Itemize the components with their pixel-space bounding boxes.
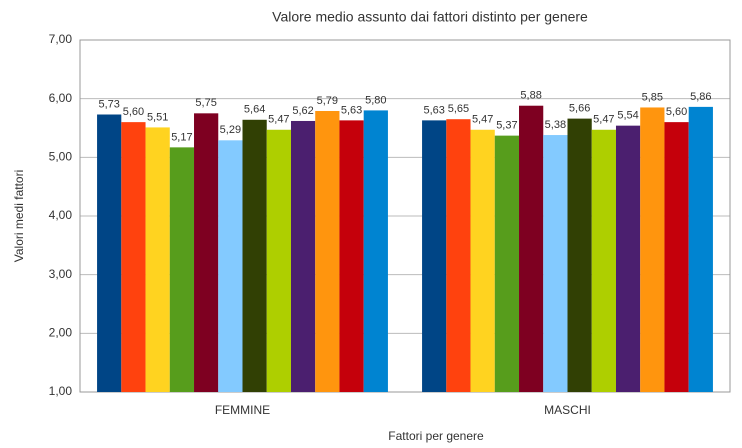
- y-tick-label: 7,00: [49, 32, 73, 46]
- bar: [242, 119, 267, 392]
- bar: [591, 129, 616, 392]
- bar: [543, 135, 568, 393]
- value-label: 5,66: [569, 103, 590, 115]
- x-tick-label: MASCHI: [544, 403, 591, 417]
- bar: [422, 120, 447, 392]
- bar: [640, 107, 665, 392]
- bar: [218, 140, 243, 392]
- value-label: 5,60: [123, 106, 144, 118]
- value-label: 5,73: [98, 98, 119, 110]
- value-label: 5,65: [448, 103, 469, 115]
- value-label: 5,60: [666, 106, 687, 118]
- value-label: 5,88: [520, 90, 541, 102]
- value-label: 5,75: [195, 97, 216, 109]
- value-label: 5,38: [545, 119, 566, 131]
- value-label: 5,37: [496, 120, 517, 132]
- value-label: 5,80: [365, 94, 386, 106]
- y-tick-label: 1,00: [49, 384, 73, 398]
- chart-title: Valore medio assunto dai fattori distint…: [272, 9, 588, 25]
- bar: [315, 110, 340, 392]
- bar: [615, 125, 641, 393]
- x-tick-label: FEMMINE: [215, 403, 270, 417]
- value-label: 5,51: [147, 111, 168, 123]
- y-tick-label: 4,00: [49, 208, 73, 222]
- bar: [446, 119, 471, 392]
- value-label: 5,54: [617, 110, 638, 122]
- bar: [519, 105, 544, 392]
- value-label: 5,47: [268, 114, 289, 126]
- value-label: 5,64: [244, 104, 265, 116]
- value-label: 5,47: [472, 114, 493, 126]
- bar: [290, 120, 316, 393]
- bar: [121, 122, 146, 392]
- bar: [97, 114, 122, 393]
- plot-border: [79, 39, 731, 393]
- bar: [145, 127, 170, 392]
- value-label: 5,79: [317, 95, 338, 107]
- bar: [470, 129, 495, 392]
- value-label: 5,63: [341, 104, 362, 116]
- bar: [494, 135, 520, 393]
- value-label: 5,86: [690, 91, 711, 103]
- value-label: 5,29: [220, 124, 241, 136]
- value-label: 5,47: [593, 114, 614, 126]
- bar: [169, 147, 195, 392]
- value-label: 5,85: [642, 91, 663, 103]
- y-tick-label: 2,00: [49, 326, 73, 340]
- value-label: 5,17: [171, 131, 192, 143]
- y-tick-label: 5,00: [49, 150, 73, 164]
- bar: [194, 113, 219, 392]
- value-label: 5,62: [292, 105, 313, 117]
- bar: [266, 129, 291, 392]
- y-axis-label: Valori medi fattori: [12, 170, 26, 262]
- bar: [567, 118, 592, 392]
- bar: [363, 110, 388, 393]
- y-tick-label: 3,00: [49, 267, 73, 281]
- y-tick-label: 6,00: [49, 91, 73, 105]
- value-label: 5,63: [423, 104, 444, 116]
- bar: [339, 120, 364, 392]
- bar: [688, 106, 713, 392]
- bar: [664, 122, 689, 392]
- x-axis-label: Fattori per genere: [388, 429, 484, 443]
